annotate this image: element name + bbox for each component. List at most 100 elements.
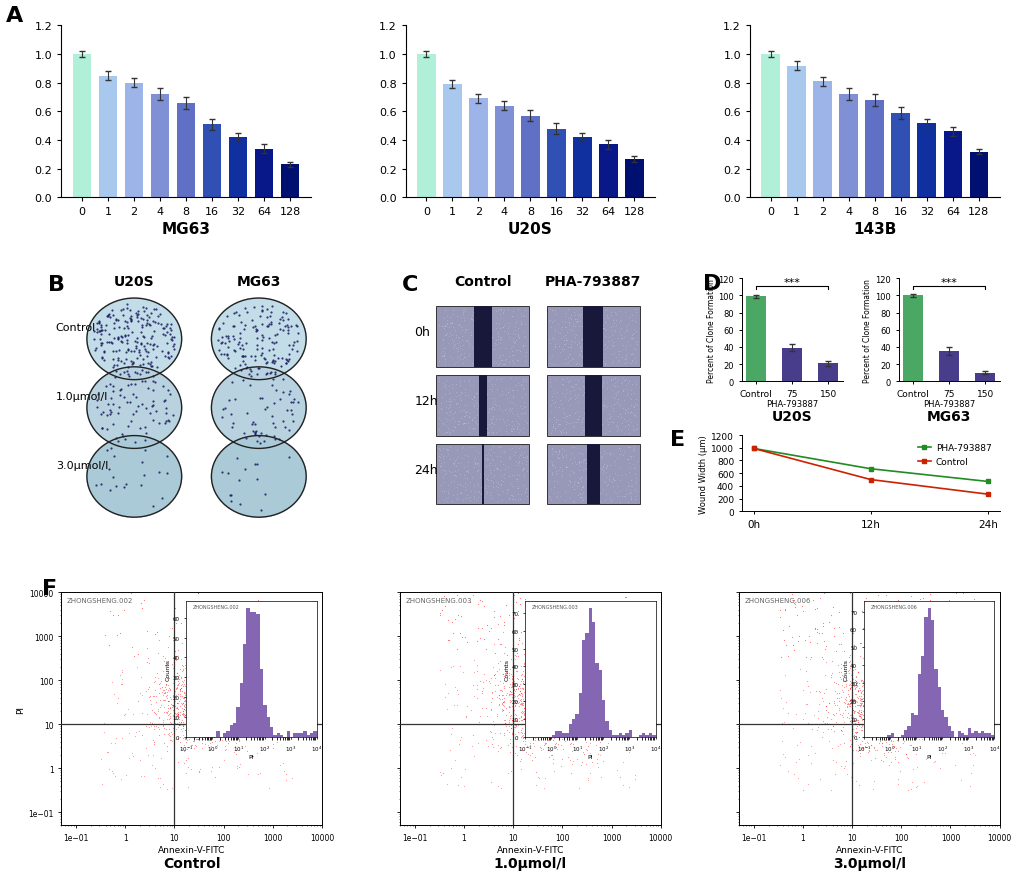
Point [537,693,553,707]
Point [247,349,263,363]
Point [843,690,859,704]
Point [263,306,279,320]
Point [445,333,462,347]
Point [497,709,514,723]
Point [603,383,620,397]
Point [899,709,915,723]
Point [854,708,870,722]
Point [887,724,903,738]
Point [164,331,180,345]
Point [555,695,572,709]
Point [538,657,554,671]
Point [559,677,576,691]
Point [891,657,907,671]
Point [211,658,227,672]
Point [570,464,586,478]
Point [473,349,489,363]
Point [538,716,554,730]
Point [231,664,248,678]
Point [225,702,242,716]
Point [604,472,621,486]
Point [545,731,561,745]
Point [558,713,575,727]
Point [203,667,219,681]
Point [442,727,459,741]
Point [527,670,543,684]
Point [944,717,960,731]
Point [128,342,145,356]
Point [582,678,598,692]
Point [519,691,535,705]
Point [595,461,611,475]
Point [608,354,625,368]
Point [865,683,881,697]
Point [474,680,490,694]
Point [526,677,542,691]
Point [196,701,212,715]
Point [575,308,591,322]
Point [227,736,244,750]
Point [505,703,522,717]
Point [774,715,791,729]
Point [127,435,144,450]
Point [566,327,582,342]
Point [195,716,211,730]
Point [478,316,494,330]
Point [189,692,205,706]
Point [538,697,554,711]
Point [560,348,577,362]
Point [841,694,857,708]
Point [521,657,537,671]
Point [192,658,208,673]
Point [560,375,577,389]
Point [534,669,550,683]
Point [520,685,536,699]
Point [528,778,544,792]
Point [488,463,504,477]
Point [139,302,155,316]
Point [579,376,595,390]
Point [173,714,190,728]
Point [552,759,569,774]
Point [854,622,870,636]
Point [538,722,554,736]
Point [888,718,904,732]
Control [747,443,759,454]
Point [122,310,139,324]
Point [880,693,897,707]
Point [146,338,162,352]
Point [588,686,604,700]
Point [861,717,877,731]
Point [531,680,547,694]
Point [211,735,227,749]
Point [555,705,572,719]
Point [546,719,562,733]
Point [556,382,573,396]
Point [151,416,167,430]
Point [565,672,581,686]
Point [597,322,613,336]
Point [259,320,275,334]
Point [813,650,829,664]
Point [198,698,214,712]
Point [521,691,537,705]
Point [574,411,590,425]
Point [557,673,574,687]
Point [214,680,230,694]
Point [558,693,575,707]
Point [865,714,881,728]
Point [189,689,205,703]
Point [541,691,557,705]
Point [536,671,552,685]
Point [546,685,562,699]
Point [433,320,449,334]
Point [191,666,207,680]
Point [882,689,899,703]
Point [486,684,502,698]
Point [212,666,228,680]
Point [893,687,909,702]
Point [858,719,874,733]
Point [434,379,450,393]
Point [562,683,579,697]
Point [203,683,219,697]
